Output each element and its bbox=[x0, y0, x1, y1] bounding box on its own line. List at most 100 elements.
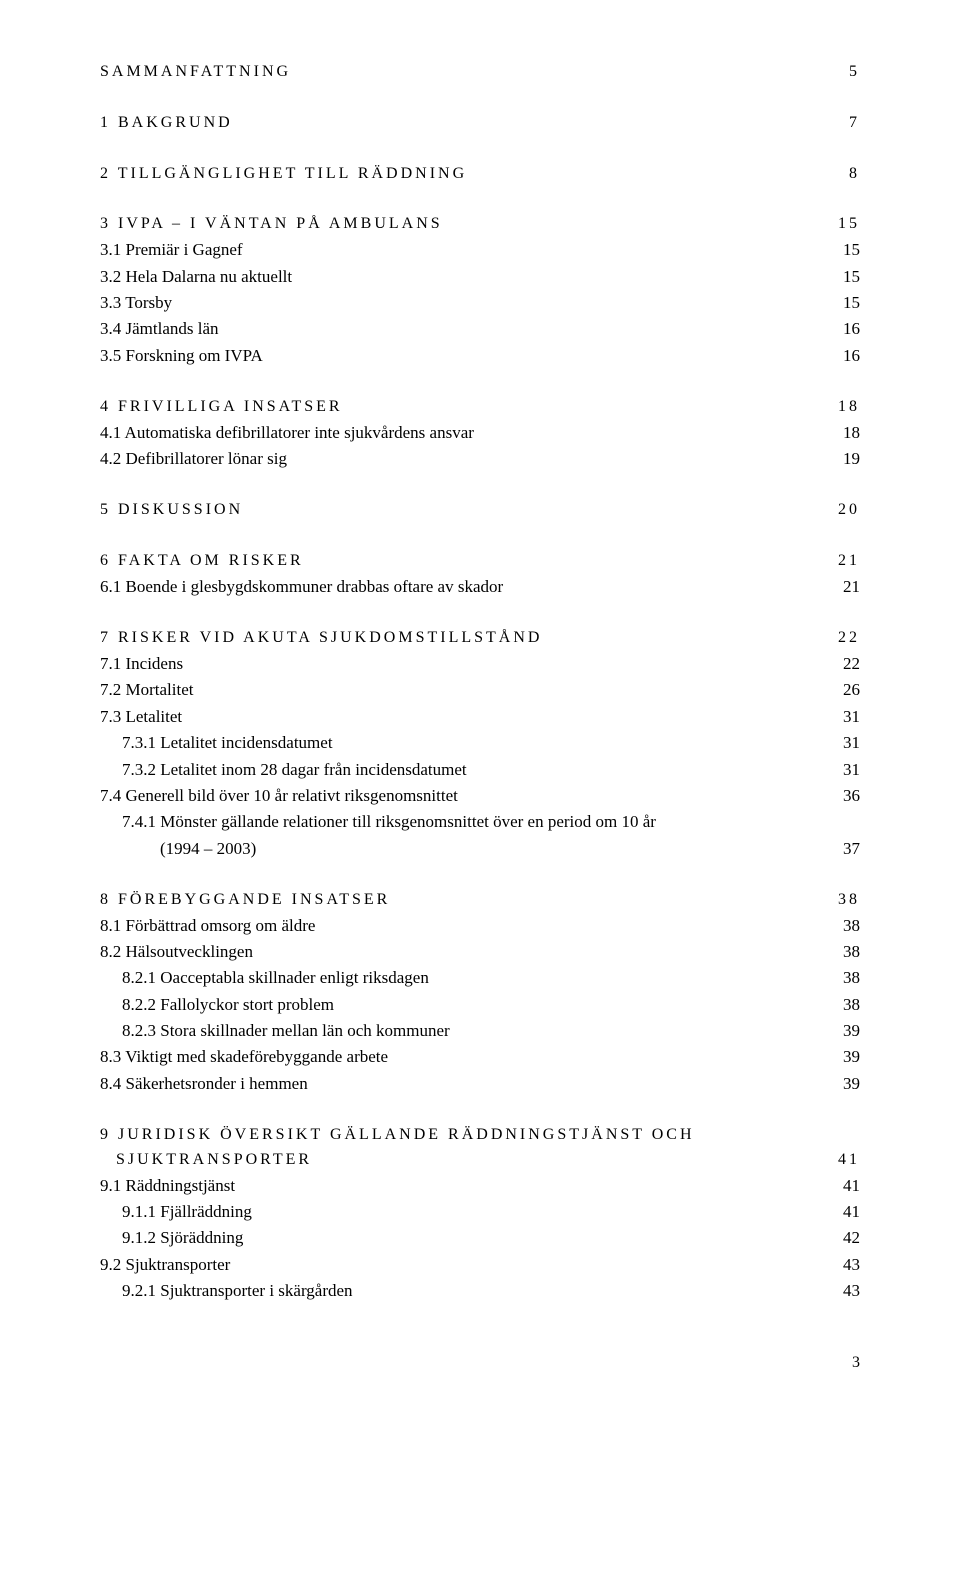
toc-section-title: 5 DISKUSSION bbox=[100, 498, 818, 523]
toc-entry-page: 43 bbox=[843, 1278, 860, 1304]
toc-section-title-line: 5 DISKUSSION 20 bbox=[100, 498, 860, 523]
toc-entry: 8.2 Hälsoutvecklingen 38 bbox=[100, 939, 860, 965]
toc-section-title-line2: SJUKTRANSPORTER 41 bbox=[100, 1148, 860, 1173]
toc-section: 9 JURIDISK ÖVERSIKT GÄLLANDE RÄDDNINGSTJ… bbox=[100, 1123, 860, 1304]
toc-section-title-line: 9 JURIDISK ÖVERSIKT GÄLLANDE RÄDDNINGSTJ… bbox=[100, 1123, 860, 1148]
toc-entry-page: 37 bbox=[843, 836, 860, 862]
toc-section-page: 20 bbox=[838, 498, 860, 523]
toc-section-page: 38 bbox=[838, 888, 860, 913]
toc-entry-page: 38 bbox=[843, 992, 860, 1018]
toc-entry-label: 9.1 Räddningstjänst bbox=[100, 1173, 823, 1199]
toc-section: 3 IVPA – I VÄNTAN PÅ AMBULANS153.1 Premi… bbox=[100, 212, 860, 369]
toc-entry: 7.2 Mortalitet26 bbox=[100, 677, 860, 703]
toc-entry: 9.1 Räddningstjänst 41 bbox=[100, 1173, 860, 1199]
toc-entry-page: 16 bbox=[843, 343, 860, 369]
toc-section-title-line: SAMMANFATTNING5 bbox=[100, 60, 860, 85]
toc-entry: 7.3.1 Letalitet incidensdatumet 31 bbox=[100, 730, 860, 756]
toc-section-title-line: 4 FRIVILLIGA INSATSER 18 bbox=[100, 395, 860, 420]
toc-section-page: 18 bbox=[838, 395, 860, 420]
toc-entry-page: 31 bbox=[843, 704, 860, 730]
toc-entry: 9.2.1 Sjuktransporter i skärgården 43 bbox=[100, 1278, 860, 1304]
toc-entry-page: 39 bbox=[843, 1044, 860, 1070]
toc-entry-label: 9.2.1 Sjuktransporter i skärgården bbox=[100, 1278, 823, 1304]
toc-entry-label: 8.2 Hälsoutvecklingen bbox=[100, 939, 823, 965]
toc-section: 2 TILLGÄNGLIGHET TILL RÄDDNING 8 bbox=[100, 162, 860, 187]
toc-section-title: 1 BAKGRUND bbox=[100, 111, 829, 136]
toc-entry: 4.2 Defibrillatorer lönar sig19 bbox=[100, 446, 860, 472]
toc-entry-label: 3.1 Premiär i Gagnef bbox=[100, 237, 823, 263]
toc-page: SAMMANFATTNING5 1 BAKGRUND 7 2 TILLGÄNGLIGH… bbox=[0, 0, 960, 1412]
toc-entry: (1994 – 2003)37 bbox=[100, 836, 860, 862]
toc-entry-label: 3.3 Torsby bbox=[100, 290, 823, 316]
toc-entry-page: 21 bbox=[843, 574, 860, 600]
toc-section-title: 3 IVPA – I VÄNTAN PÅ AMBULANS bbox=[100, 212, 818, 237]
toc-section: 8 FÖREBYGGANDE INSATSER388.1 Förbättrad … bbox=[100, 888, 860, 1097]
toc-section-title: 4 FRIVILLIGA INSATSER bbox=[100, 395, 818, 420]
toc-entry: 9.1.2 Sjöräddning42 bbox=[100, 1225, 860, 1251]
toc-entry: 3.5 Forskning om IVPA 16 bbox=[100, 343, 860, 369]
toc-entry-page: 38 bbox=[843, 939, 860, 965]
toc-entry-page: 18 bbox=[843, 420, 860, 446]
toc-entry-label: 8.2.1 Oacceptabla skillnader enligt riks… bbox=[100, 965, 823, 991]
toc-entry-label: 7.3.1 Letalitet incidensdatumet bbox=[100, 730, 823, 756]
toc-entry-page: 38 bbox=[843, 913, 860, 939]
toc-entry-label: 3.2 Hela Dalarna nu aktuellt bbox=[100, 264, 823, 290]
toc-entry-page: 31 bbox=[843, 757, 860, 783]
toc-entry-page: 39 bbox=[843, 1071, 860, 1097]
toc-entry-label: 7.3 Letalitet bbox=[100, 704, 823, 730]
toc-entry-label: 7.4 Generell bild över 10 år relativt ri… bbox=[100, 783, 823, 809]
toc-section: SAMMANFATTNING5 bbox=[100, 60, 860, 85]
toc-entry-page: 39 bbox=[843, 1018, 860, 1044]
toc-entry-page: 41 bbox=[843, 1199, 860, 1225]
toc-entry: 7.1 Incidens22 bbox=[100, 651, 860, 677]
toc-entry-page: 41 bbox=[843, 1173, 860, 1199]
toc-entry: 7.4 Generell bild över 10 år relativt ri… bbox=[100, 783, 860, 809]
toc-entry: 4.1 Automatiska defibrillatorer inte sju… bbox=[100, 420, 860, 446]
toc-entry: 8.2.2 Fallolyckor stort problem 38 bbox=[100, 992, 860, 1018]
toc-section: 7 RISKER VID AKUTA SJUKDOMSTILLSTÅND227.… bbox=[100, 626, 860, 862]
toc-section-page2: 41 bbox=[838, 1148, 860, 1173]
toc-section-title-line: 7 RISKER VID AKUTA SJUKDOMSTILLSTÅND22 bbox=[100, 626, 860, 651]
toc-section-page: 5 bbox=[849, 60, 860, 85]
toc-section: 6 FAKTA OM RISKER216.1 Boende i glesbygd… bbox=[100, 549, 860, 600]
toc-entry-label: 3.5 Forskning om IVPA bbox=[100, 343, 823, 369]
toc-entry-label: 8.2.3 Stora skillnader mellan län och ko… bbox=[100, 1018, 823, 1044]
toc-section-title: 8 FÖREBYGGANDE INSATSER bbox=[100, 888, 818, 913]
toc-section-title-line: 2 TILLGÄNGLIGHET TILL RÄDDNING 8 bbox=[100, 162, 860, 187]
toc-entry: 3.1 Premiär i Gagnef 15 bbox=[100, 237, 860, 263]
toc-entry-page: 16 bbox=[843, 316, 860, 342]
toc-entry-page: 31 bbox=[843, 730, 860, 756]
toc-entry: 8.4 Säkerhetsronder i hemmen39 bbox=[100, 1071, 860, 1097]
toc-entry: 8.2.3 Stora skillnader mellan län och ko… bbox=[100, 1018, 860, 1044]
toc-entry-label: 8.2.2 Fallolyckor stort problem bbox=[100, 992, 823, 1018]
toc-entry-page: 15 bbox=[843, 237, 860, 263]
toc-entry: 9.2 Sjuktransporter43 bbox=[100, 1252, 860, 1278]
toc-entry-label: 9.1.1 Fjällräddning bbox=[100, 1199, 823, 1225]
toc-section-page: 7 bbox=[849, 111, 860, 136]
toc-section-title-line: 8 FÖREBYGGANDE INSATSER 38 bbox=[100, 888, 860, 913]
toc-entry-label: 6.1 Boende i glesbygdskommuner drabbas o… bbox=[100, 574, 823, 600]
toc-entry: 7.4.1 Mönster gällande relationer till r… bbox=[100, 809, 860, 835]
toc-section-page: 8 bbox=[849, 162, 860, 187]
toc-section-title-line: 1 BAKGRUND 7 bbox=[100, 111, 860, 136]
toc-entry-page: 26 bbox=[843, 677, 860, 703]
toc-entry-page: 38 bbox=[843, 965, 860, 991]
toc-section-title: 2 TILLGÄNGLIGHET TILL RÄDDNING bbox=[100, 162, 829, 187]
toc-entry: 3.3 Torsby15 bbox=[100, 290, 860, 316]
toc-section-page: 15 bbox=[838, 212, 860, 237]
toc-entry-label: 7.1 Incidens bbox=[100, 651, 823, 677]
toc-entry: 3.2 Hela Dalarna nu aktuellt 15 bbox=[100, 264, 860, 290]
toc-section: 1 BAKGRUND 7 bbox=[100, 111, 860, 136]
toc-section-title2: SJUKTRANSPORTER bbox=[100, 1148, 818, 1173]
toc-entry: 7.3.2 Letalitet inom 28 dagar från incid… bbox=[100, 757, 860, 783]
toc-section-title: 7 RISKER VID AKUTA SJUKDOMSTILLSTÅND bbox=[100, 626, 818, 651]
toc-entry: 7.3 Letalitet 31 bbox=[100, 704, 860, 730]
toc-section: 4 FRIVILLIGA INSATSER 184.1 Automatiska d… bbox=[100, 395, 860, 472]
toc-section: 5 DISKUSSION 20 bbox=[100, 498, 860, 523]
toc-entry-page: 19 bbox=[843, 446, 860, 472]
toc-entry: 8.3 Viktigt med skadeförebyggande arbete… bbox=[100, 1044, 860, 1070]
footer-page-number: 3 bbox=[100, 1354, 860, 1372]
toc-entry-label: 3.4 Jämtlands län bbox=[100, 316, 823, 342]
toc-entry-page: 15 bbox=[843, 264, 860, 290]
toc-section-title: 9 JURIDISK ÖVERSIKT GÄLLANDE RÄDDNINGSTJ… bbox=[100, 1123, 840, 1148]
